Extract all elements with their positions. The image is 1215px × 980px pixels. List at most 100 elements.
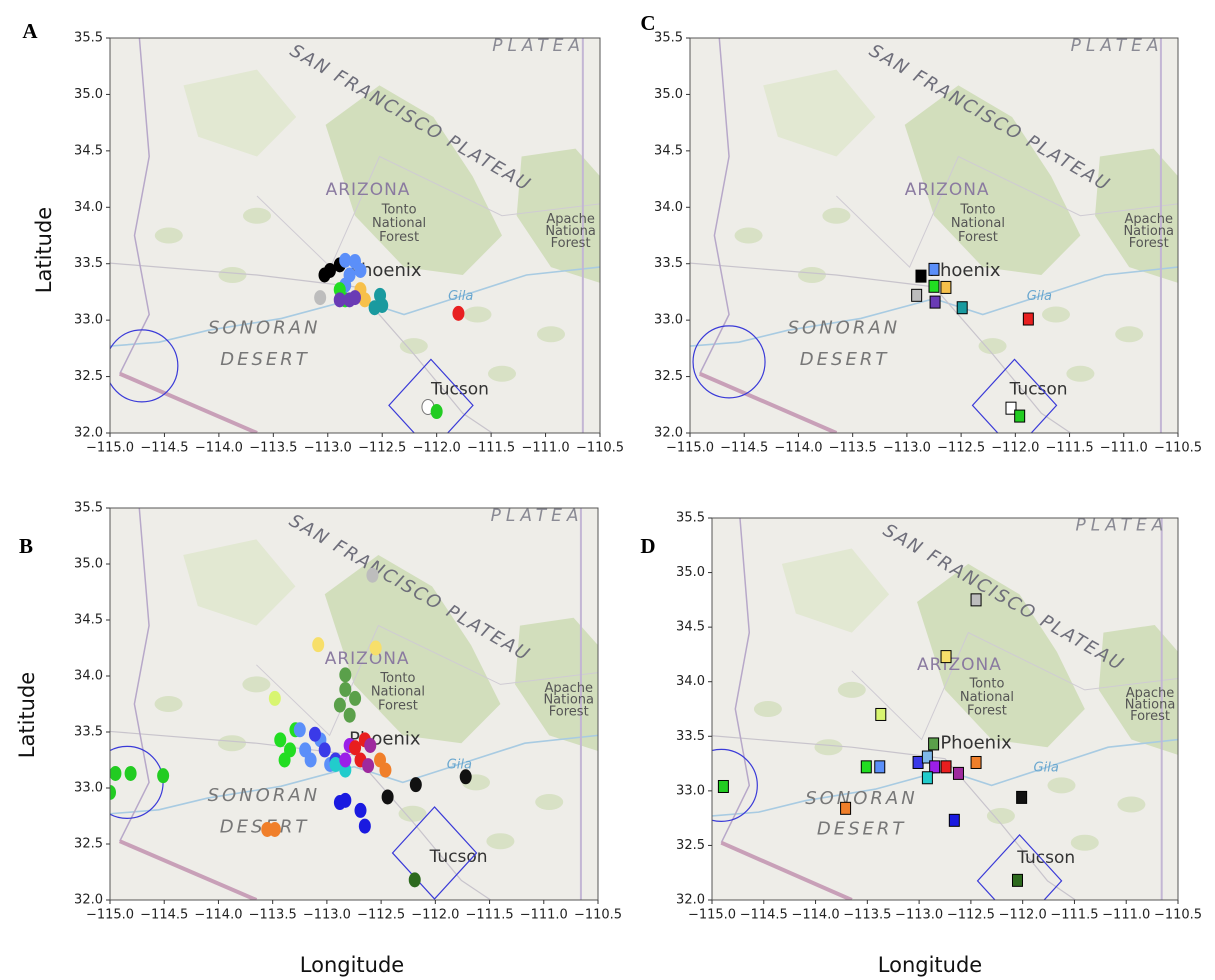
y-tick-label: 34.5 xyxy=(654,143,683,158)
map-label: National xyxy=(372,216,426,231)
data-point xyxy=(354,263,366,278)
x-tick-label: −113.0 xyxy=(304,441,352,456)
data-point xyxy=(382,789,394,804)
map-label: SONORAN xyxy=(208,317,321,338)
data-point xyxy=(362,758,374,773)
y-tick-label: 34.5 xyxy=(74,143,103,158)
x-tick-label: −114.0 xyxy=(774,441,822,456)
data-point xyxy=(294,722,306,737)
panel-label: A xyxy=(22,19,38,43)
map-label: PLATEA xyxy=(491,506,584,526)
terrain-patch xyxy=(155,228,183,244)
map-label: ARIZONA xyxy=(917,655,1002,675)
data-point xyxy=(913,756,923,768)
y-tick-label: 32.0 xyxy=(74,893,103,908)
x-tick-label: −113.5 xyxy=(249,908,297,923)
y-tick-label: 34.0 xyxy=(74,669,103,684)
terrain-patch xyxy=(1042,307,1070,323)
map-label: Tucson xyxy=(1016,848,1075,868)
x-tick-label: −111.5 xyxy=(1046,441,1094,456)
x-axis-label: Longitude xyxy=(300,953,404,977)
data-point xyxy=(861,761,871,773)
data-point xyxy=(949,814,959,826)
terrain-patch xyxy=(754,701,782,717)
data-point xyxy=(1015,410,1025,422)
data-point xyxy=(370,641,382,656)
data-point xyxy=(359,819,371,834)
x-tick-label: −114.0 xyxy=(195,441,243,456)
terrain-patch xyxy=(735,228,763,244)
map-label: Forest xyxy=(1130,709,1170,724)
terrain-patch xyxy=(987,808,1015,824)
terrain-patch xyxy=(838,682,866,698)
data-point xyxy=(364,738,376,753)
terrain-patch xyxy=(464,307,492,323)
y-tick-label: 32.0 xyxy=(654,426,683,441)
x-tick-label: −112.0 xyxy=(991,441,1039,456)
data-point xyxy=(841,802,851,814)
x-tick-label: −115.0 xyxy=(666,441,714,456)
data-point xyxy=(953,767,963,779)
y-tick-label: 35.0 xyxy=(654,87,683,102)
x-tick-label: −113.5 xyxy=(843,908,891,923)
data-point xyxy=(431,404,443,419)
map-label: Forest xyxy=(967,703,1007,718)
data-point xyxy=(355,803,367,818)
map-label: DESERT xyxy=(817,818,907,839)
y-tick-label: 32.0 xyxy=(74,426,103,441)
x-tick-label: −110.5 xyxy=(574,908,622,923)
data-point xyxy=(941,281,951,293)
map-label: Forest xyxy=(379,230,419,245)
data-point xyxy=(410,777,422,792)
map-label: Forest xyxy=(958,230,998,245)
data-point xyxy=(929,263,939,275)
terrain-patch xyxy=(1066,366,1094,382)
x-tick-label: −115.0 xyxy=(688,908,736,923)
x-tick-label: −110.5 xyxy=(1154,441,1202,456)
data-point xyxy=(930,761,940,773)
map-label: SONORAN xyxy=(805,788,918,809)
x-tick-label: −112.5 xyxy=(358,441,406,456)
data-point xyxy=(875,761,885,773)
x-tick-label: −113.5 xyxy=(829,441,877,456)
data-point xyxy=(460,769,472,784)
data-point xyxy=(366,568,378,583)
map-label: Gila xyxy=(448,289,473,304)
data-point xyxy=(376,298,388,313)
map-label: Phoenix xyxy=(929,260,1001,281)
data-point xyxy=(929,280,939,292)
x-tick-label: −112.5 xyxy=(357,908,405,923)
data-point xyxy=(922,772,932,784)
y-tick-label: 35.5 xyxy=(654,31,683,46)
map-label: Tucson xyxy=(429,847,488,867)
data-point xyxy=(349,691,361,706)
panel-label: D xyxy=(640,534,655,558)
terrain-patch xyxy=(1117,797,1145,813)
x-tick-label: −110.5 xyxy=(1154,908,1202,923)
terrain-patch xyxy=(1048,777,1076,793)
x-tick-label: −111.0 xyxy=(520,908,568,923)
map-label: Tucson xyxy=(430,380,489,400)
map-label: Tonto xyxy=(959,202,995,217)
y-tick-label: 32.5 xyxy=(654,369,683,384)
x-tick-label: −114.5 xyxy=(720,441,768,456)
y-tick-label: 33.0 xyxy=(654,313,683,328)
x-tick-label: −113.0 xyxy=(303,908,351,923)
data-point xyxy=(957,302,967,314)
terrain-patch xyxy=(242,676,270,692)
data-point xyxy=(349,290,361,305)
x-tick-label: −114.0 xyxy=(792,908,840,923)
x-tick-label: −114.0 xyxy=(194,908,242,923)
map-label: Forest xyxy=(549,704,589,719)
panel: PLATEASAN FRANCISCO PLATEAUARIZONATontoN… xyxy=(685,516,1178,927)
terrain-patch xyxy=(537,326,565,342)
data-point xyxy=(344,708,356,723)
data-point xyxy=(876,708,886,720)
x-tick-label: −110.5 xyxy=(576,441,624,456)
data-point xyxy=(339,753,351,768)
figure: PLATEASAN FRANCISCO PLATEAUARIZONATontoN… xyxy=(0,0,1215,980)
data-point xyxy=(1012,874,1022,886)
terrain-patch xyxy=(155,696,183,712)
x-tick-label: −111.0 xyxy=(522,441,570,456)
y-axis-label: Latitude xyxy=(15,672,39,758)
